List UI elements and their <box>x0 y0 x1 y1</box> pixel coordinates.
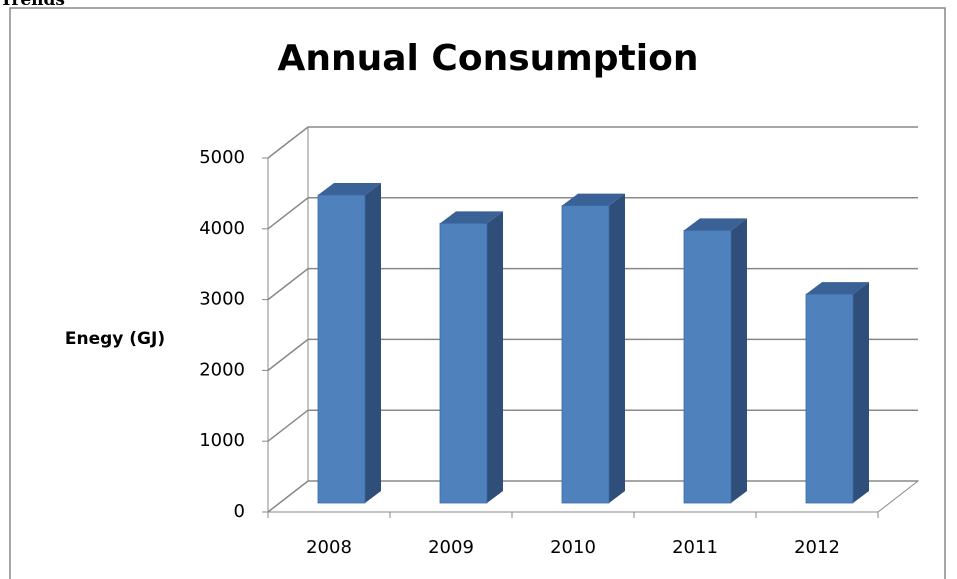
bar <box>439 222 488 504</box>
grid-line <box>267 126 918 159</box>
bar-side <box>365 183 381 503</box>
x-tick-label: 2012 <box>794 537 840 558</box>
bar-side <box>609 193 625 503</box>
y-tick-label: 4000 <box>199 218 245 239</box>
bar <box>683 230 732 504</box>
x-tick-label: 2011 <box>672 537 718 558</box>
y-tick-label: 2000 <box>199 359 245 380</box>
y-axis-label: Enegy (GJ) <box>65 329 165 349</box>
page-heading: Trends <box>0 0 66 10</box>
bar-top <box>684 218 747 231</box>
y-tick-label: 3000 <box>199 289 245 310</box>
chart-title: Annual Consumption <box>278 38 699 79</box>
bar <box>805 293 854 504</box>
bar-top <box>806 282 869 295</box>
bar-top <box>562 193 625 206</box>
bar-side <box>731 218 747 504</box>
y-tick-label: 0 <box>234 501 245 522</box>
bar <box>317 194 366 504</box>
y-tick-label: 5000 <box>199 147 245 168</box>
bar-side <box>853 282 869 503</box>
chart-frame <box>9 7 946 579</box>
bar-side <box>487 211 503 503</box>
x-tick-label: 2008 <box>306 537 352 558</box>
y-tick-label: 1000 <box>199 430 245 451</box>
bar-top <box>440 211 503 224</box>
x-tick-label: 2009 <box>428 537 474 558</box>
bar-top <box>318 183 381 196</box>
bar <box>561 205 610 504</box>
x-tick-label: 2010 <box>550 537 596 558</box>
grid-line <box>267 197 918 230</box>
